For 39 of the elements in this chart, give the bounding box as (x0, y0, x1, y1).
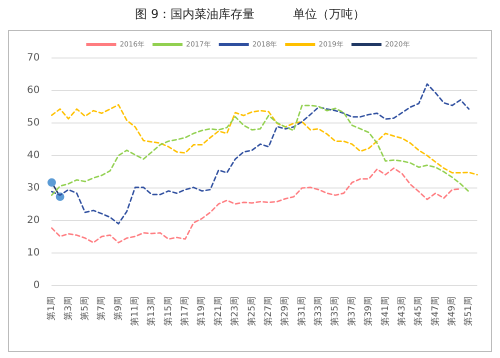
x-tick-label: 第7周 (96, 296, 108, 320)
x-tick-label: 第49周 (446, 296, 458, 326)
x-tick-label: 第51周 (463, 296, 474, 326)
y-tick-label: 50 (26, 118, 40, 129)
x-tick-label: 第47周 (430, 296, 441, 326)
x-tick-label: 第17周 (180, 296, 191, 326)
x-tick-label: 第9周 (112, 296, 124, 320)
x-tick-label: 第37周 (346, 296, 358, 326)
x-tick-label: 第27周 (262, 296, 274, 326)
x-tick-label: 第23周 (230, 296, 241, 326)
x-tick-label: 第21周 (212, 296, 224, 326)
y-tick-label: 70 (26, 52, 40, 64)
x-tick-label: 第13周 (146, 296, 158, 326)
x-tick-label: 第33周 (313, 296, 324, 326)
y-tick-label: 10 (26, 248, 40, 259)
y-tick-label: 30 (26, 182, 40, 194)
x-tick-label: 第25周 (246, 296, 258, 326)
y-tick-label: 20 (26, 215, 40, 226)
chart-title: 图 9：国内菜油库存量 单位（万吨） (134, 6, 366, 23)
line-series (50, 167, 462, 244)
x-tick-label: 第43周 (396, 296, 408, 326)
x-tick-label: 第29周 (280, 296, 291, 326)
x-tick-label: 第3周 (62, 296, 74, 320)
x-tick-label: 第39周 (363, 296, 374, 326)
x-tick-label: 第35周 (330, 296, 341, 326)
y-tick-label: 0 (33, 280, 40, 292)
y-tick-label: 40 (26, 150, 40, 162)
x-tick-label: 第1周 (46, 296, 58, 320)
x-tick-label: 第31周 (296, 296, 308, 326)
x-tick-label: 第19周 (196, 296, 208, 326)
x-tick-label: 第15周 (162, 296, 174, 326)
line-series (50, 104, 478, 176)
line-series (50, 83, 470, 225)
x-tick-label: 第11周 (129, 296, 140, 326)
x-tick-label: 第41周 (380, 296, 391, 326)
x-tick-label: 第45周 (413, 296, 424, 326)
x-tick-label: 第5周 (79, 296, 90, 320)
y-tick-label: 60 (26, 85, 40, 96)
line-series (50, 104, 470, 196)
